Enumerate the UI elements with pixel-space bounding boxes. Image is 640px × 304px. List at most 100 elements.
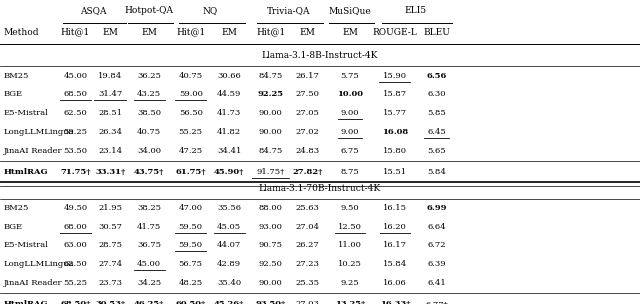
Text: 35.40: 35.40 — [217, 279, 241, 287]
Text: HtmlRAG: HtmlRAG — [3, 168, 48, 176]
Text: 15.77: 15.77 — [383, 109, 407, 117]
Text: 25.63: 25.63 — [295, 204, 319, 212]
Text: 6.77†: 6.77† — [425, 300, 448, 304]
Text: 68.50: 68.50 — [63, 91, 88, 98]
Text: 45.00: 45.00 — [63, 72, 88, 80]
Text: 56.50: 56.50 — [179, 109, 203, 117]
Text: 63.00: 63.00 — [63, 241, 88, 249]
Text: 16.33†: 16.33† — [380, 300, 410, 304]
Text: 10.00: 10.00 — [337, 91, 363, 98]
Text: 62.50: 62.50 — [63, 109, 88, 117]
Text: 42.89: 42.89 — [217, 260, 241, 268]
Text: 59.00: 59.00 — [179, 91, 203, 98]
Text: 61.75†: 61.75† — [175, 168, 206, 176]
Text: 6.99: 6.99 — [426, 204, 447, 212]
Text: 9.25: 9.25 — [340, 279, 360, 287]
Text: 25.35: 25.35 — [295, 279, 319, 287]
Text: EM: EM — [141, 28, 157, 36]
Text: 5.84: 5.84 — [427, 168, 446, 176]
Text: 11.00: 11.00 — [338, 241, 362, 249]
Text: 6.30: 6.30 — [428, 91, 445, 98]
Text: 27.03: 27.03 — [295, 300, 319, 304]
Text: EM: EM — [342, 28, 358, 36]
Text: 27.05: 27.05 — [295, 109, 319, 117]
Text: 9.00: 9.00 — [341, 128, 359, 136]
Text: 15.51: 15.51 — [383, 168, 407, 176]
Text: 23.73: 23.73 — [98, 279, 122, 287]
Text: 15.84: 15.84 — [383, 260, 407, 268]
Text: BM25: BM25 — [3, 204, 29, 212]
Text: 5.75: 5.75 — [340, 72, 360, 80]
Text: 91.75†: 91.75† — [257, 168, 285, 176]
Text: EM: EM — [221, 28, 237, 36]
Text: 38.50: 38.50 — [137, 109, 161, 117]
Text: 84.75: 84.75 — [259, 147, 283, 155]
Text: 30.57: 30.57 — [98, 223, 122, 231]
Text: Trivia-QA: Trivia-QA — [268, 6, 310, 15]
Text: 60.50†: 60.50† — [175, 300, 206, 304]
Text: 15.90: 15.90 — [383, 72, 407, 80]
Text: 16.20: 16.20 — [383, 223, 407, 231]
Text: 27.74: 27.74 — [98, 260, 122, 268]
Text: 68.00: 68.00 — [63, 223, 88, 231]
Text: E5-Mistral: E5-Mistral — [3, 109, 48, 117]
Text: 28.75: 28.75 — [98, 241, 122, 249]
Text: 33.31†: 33.31† — [95, 168, 125, 176]
Text: 26.17: 26.17 — [295, 72, 319, 80]
Text: 21.95: 21.95 — [98, 204, 122, 212]
Text: 92.50: 92.50 — [259, 260, 283, 268]
Text: 24.83: 24.83 — [295, 147, 319, 155]
Text: 45.05: 45.05 — [217, 223, 241, 231]
Text: Method: Method — [3, 28, 38, 36]
Text: HtmlRAG: HtmlRAG — [3, 300, 48, 304]
Text: 41.73: 41.73 — [217, 109, 241, 117]
Text: 9.00: 9.00 — [341, 109, 359, 117]
Text: EM: EM — [102, 28, 118, 36]
Text: 68.50†: 68.50† — [60, 300, 91, 304]
Text: 5.85: 5.85 — [427, 109, 446, 117]
Text: 8.75: 8.75 — [340, 168, 360, 176]
Text: 5.65: 5.65 — [427, 147, 446, 155]
Text: 6.72: 6.72 — [428, 241, 445, 249]
Text: 43.25: 43.25 — [137, 91, 161, 98]
Text: ASQA: ASQA — [79, 6, 106, 15]
Text: 6.41: 6.41 — [427, 279, 446, 287]
Text: 26.27: 26.27 — [295, 241, 319, 249]
Text: 26.34: 26.34 — [98, 128, 122, 136]
Text: 6.45: 6.45 — [427, 128, 446, 136]
Text: 48.25: 48.25 — [179, 279, 203, 287]
Text: Hit@1: Hit@1 — [256, 28, 285, 36]
Text: 47.00: 47.00 — [179, 204, 203, 212]
Text: ROUGE-L: ROUGE-L — [372, 28, 417, 36]
Text: 6.56: 6.56 — [426, 72, 447, 80]
Text: EM: EM — [300, 28, 315, 36]
Text: 16.17: 16.17 — [383, 241, 407, 249]
Text: 27.02: 27.02 — [295, 128, 319, 136]
Text: Hit@1: Hit@1 — [176, 28, 205, 36]
Text: Hotpot-QA: Hotpot-QA — [125, 6, 173, 15]
Text: 28.51: 28.51 — [98, 109, 122, 117]
Text: 10.25: 10.25 — [338, 260, 362, 268]
Text: BGE: BGE — [3, 223, 22, 231]
Text: 59.25: 59.25 — [63, 128, 88, 136]
Text: 45.00: 45.00 — [137, 260, 161, 268]
Text: 36.75: 36.75 — [137, 241, 161, 249]
Text: BLEU: BLEU — [423, 28, 450, 36]
Text: 41.82: 41.82 — [217, 128, 241, 136]
Text: 90.00: 90.00 — [259, 128, 283, 136]
Text: E5-Mistral: E5-Mistral — [3, 241, 48, 249]
Text: 19.84: 19.84 — [98, 72, 122, 80]
Text: 15.87: 15.87 — [383, 91, 407, 98]
Text: 16.15: 16.15 — [383, 204, 407, 212]
Text: 34.41: 34.41 — [217, 147, 241, 155]
Text: 44.07: 44.07 — [217, 241, 241, 249]
Text: JinaAI Reader: JinaAI Reader — [3, 279, 61, 287]
Text: JinaAI Reader: JinaAI Reader — [3, 147, 61, 155]
Text: 93.50†: 93.50† — [255, 300, 286, 304]
Text: 40.75: 40.75 — [179, 72, 203, 80]
Text: 49.50: 49.50 — [63, 204, 88, 212]
Text: 90.00: 90.00 — [259, 279, 283, 287]
Text: 47.25: 47.25 — [179, 147, 203, 155]
Text: 27.82†: 27.82† — [292, 168, 323, 176]
Text: 16.08: 16.08 — [381, 128, 408, 136]
